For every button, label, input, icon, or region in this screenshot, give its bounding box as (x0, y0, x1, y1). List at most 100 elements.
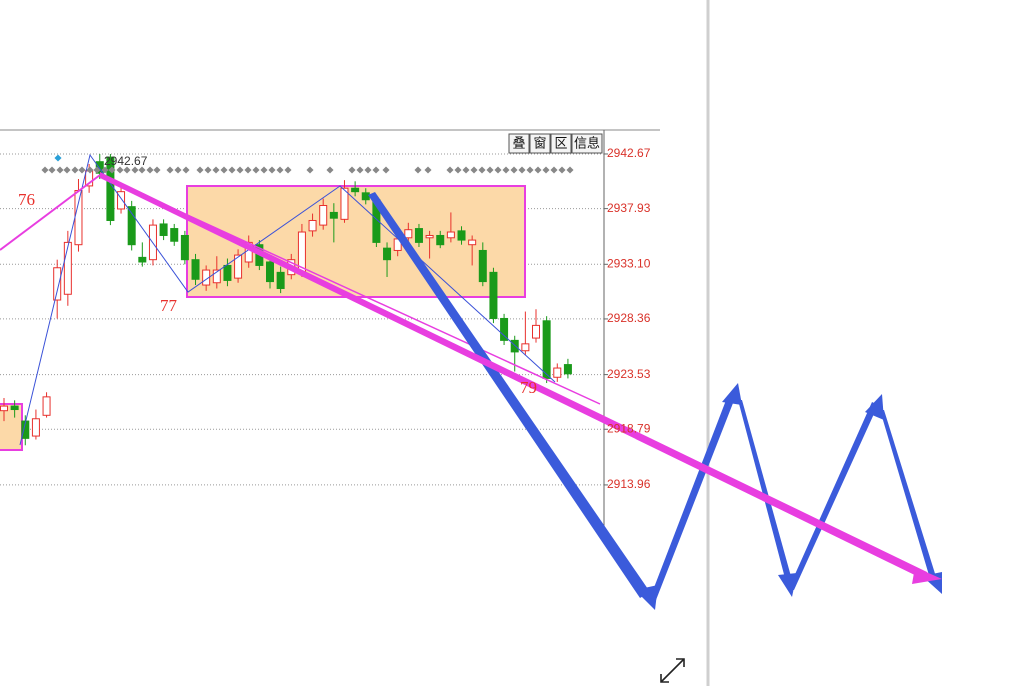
candle-body (457, 230, 466, 241)
arrow-leg (650, 395, 735, 600)
signal-diamond (284, 166, 292, 174)
signal-diamond (268, 166, 276, 174)
signal-diamond (424, 166, 432, 174)
signal-diamond (220, 166, 228, 174)
candle-body (319, 205, 328, 226)
candle-body (63, 241, 72, 295)
wave-label: 79 (520, 378, 537, 397)
signal-diamond (478, 166, 486, 174)
candle-body (138, 256, 147, 263)
signal-diamond (123, 166, 131, 174)
candle-body (446, 231, 455, 239)
toolbar-button[interactable] (550, 133, 572, 154)
candle-body (234, 254, 243, 279)
toolbar-button-label[interactable]: 区 (554, 135, 567, 150)
forecast-arrows (368, 192, 942, 610)
candle-body (329, 211, 338, 219)
signal-diamond (48, 166, 56, 174)
signal-diamond (372, 166, 380, 174)
signal-diamond (382, 166, 390, 174)
signal-diamond (518, 166, 526, 174)
signal-diamond (462, 166, 470, 174)
signal-diamond (326, 166, 334, 174)
labels: 2942.67 76 77 79 (18, 154, 537, 397)
signal-diamond (276, 166, 284, 174)
signal-diamond (454, 166, 462, 174)
main-arrow (100, 172, 942, 584)
signal-diamond (116, 166, 124, 174)
y-tick-label: 2928.36 (607, 311, 651, 325)
toolbar-button-label[interactable]: 窗 (533, 135, 546, 150)
toolbar: 叠窗区信息 (508, 133, 603, 154)
signal-diamond (212, 166, 220, 174)
y-tick-label: 2942.67 (607, 146, 651, 160)
zigzag-line (19, 153, 556, 446)
signal-diamond (166, 166, 174, 174)
signal-diamond (63, 166, 71, 174)
arrow-head (865, 394, 884, 420)
toolbar-button[interactable] (508, 133, 530, 154)
toolbar-button-label[interactable]: 叠 (512, 135, 525, 150)
candle-body (542, 320, 551, 379)
signal-diamond (414, 166, 422, 174)
candle-body (180, 234, 189, 261)
candle-body (436, 234, 445, 246)
candle-body (553, 367, 562, 378)
toolbar-button[interactable] (571, 133, 603, 154)
candle-body (127, 206, 136, 246)
signal-diamond (542, 166, 550, 174)
signal-diamond (526, 166, 534, 174)
signal-diamond (566, 166, 574, 174)
signal-diamond (486, 166, 494, 174)
signal-diamond (78, 166, 86, 174)
ticks: 2942.67 2937.93 2933.10 2928.36 2923.53 2918.… (604, 146, 651, 491)
signal-diamond (182, 166, 190, 174)
signal-diamond (54, 154, 62, 162)
candle-body (532, 324, 540, 339)
signal-diamond (494, 166, 502, 174)
y-tick-label: 2913.96 (607, 477, 651, 491)
signal-diamond (86, 166, 94, 174)
signal-diamond (470, 166, 478, 174)
wave-label: 76 (18, 190, 35, 209)
toolbar-button-label[interactable]: 信息 (574, 135, 600, 150)
resize-corner (660, 674, 669, 683)
arrow-head (778, 573, 797, 597)
signal-diamond (446, 166, 454, 174)
signal-diamond (56, 166, 64, 174)
arrow-leg (738, 400, 792, 582)
candle-body (383, 247, 392, 261)
signal-diamond (196, 166, 204, 174)
signal-diamond (550, 166, 558, 174)
candle-body (510, 339, 519, 353)
y-tick-label: 2918.79 (607, 421, 651, 435)
resize-line (660, 658, 685, 683)
candle-body (425, 234, 434, 239)
candle-body (170, 228, 179, 242)
candle-body (414, 228, 423, 243)
candle-body (42, 396, 51, 416)
candle-body (0, 405, 8, 412)
signal-diamond (306, 166, 314, 174)
resize-icon (660, 658, 685, 683)
arrow-leg (880, 410, 937, 582)
candle-body (74, 190, 83, 246)
signal-diamond (252, 166, 260, 174)
signal-diamond (108, 166, 116, 174)
signal-diamond (228, 166, 236, 174)
candle-body (223, 264, 232, 281)
signal-diamond (204, 166, 212, 174)
signal-diamond (364, 166, 372, 174)
toolbar-button[interactable] (529, 133, 551, 154)
candle-body (500, 317, 509, 341)
candle-body (202, 269, 211, 286)
signal-diamond (153, 166, 161, 174)
signal-diamond (244, 166, 252, 174)
signal-diamond (558, 166, 566, 174)
arrow-leg (788, 402, 878, 590)
candle-body (276, 271, 285, 290)
arrow-leg (100, 172, 927, 580)
candle-body (351, 187, 360, 193)
signal-diamond (534, 166, 542, 174)
